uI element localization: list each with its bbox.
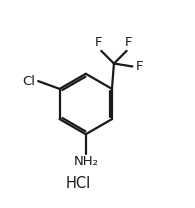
Text: Cl: Cl xyxy=(22,75,35,88)
Text: NH₂: NH₂ xyxy=(73,155,98,168)
Text: F: F xyxy=(135,60,143,73)
Text: F: F xyxy=(125,36,133,49)
Text: F: F xyxy=(95,36,103,49)
Text: HCl: HCl xyxy=(65,176,91,191)
